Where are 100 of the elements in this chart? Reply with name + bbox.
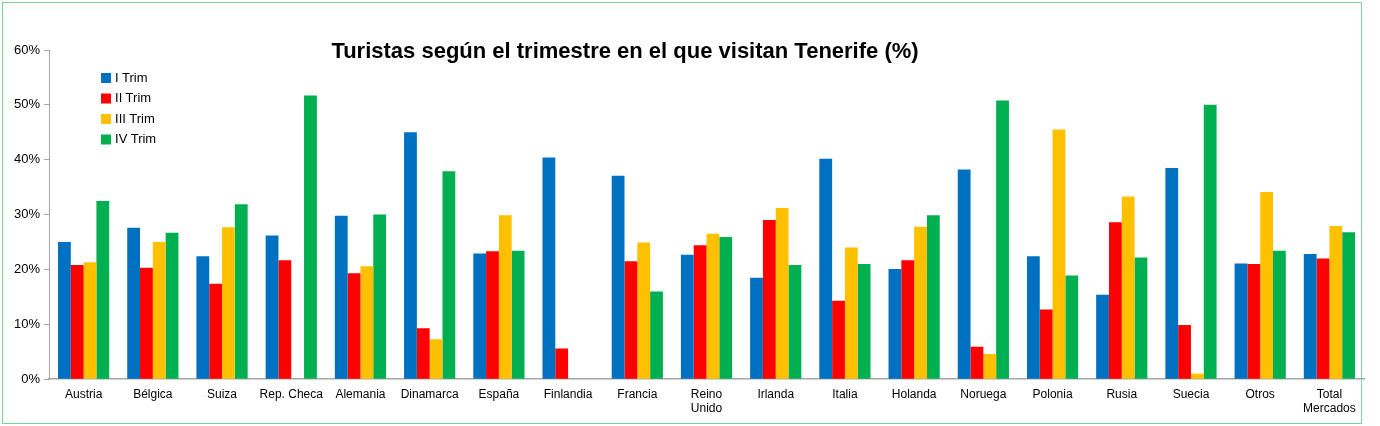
x-tick-label: Noruega [960, 386, 1007, 401]
x-tick-label: Otros [1245, 386, 1275, 401]
bar [1247, 263, 1261, 379]
y-tick-label: 50% [13, 96, 41, 112]
legend-label: III Trim [115, 110, 155, 126]
bar [970, 346, 984, 379]
x-tick-label: Finlandia [543, 386, 593, 401]
bar [1026, 256, 1040, 379]
bar [1272, 250, 1286, 379]
y-tick-label: 10% [13, 315, 41, 331]
bar [706, 233, 720, 379]
bar [1108, 222, 1122, 379]
x-tick-label: Dinamarca [400, 386, 459, 401]
bar [844, 247, 858, 379]
bar [83, 262, 97, 379]
bar [1234, 263, 1248, 379]
bar [624, 261, 638, 379]
bar [996, 100, 1009, 379]
y-tick-label: 40% [13, 151, 41, 167]
bar [1065, 275, 1079, 379]
bar [832, 300, 845, 379]
x-tick-label: Rep. Checa [259, 386, 324, 401]
x-tick-label: Irlanda [757, 386, 795, 401]
bar [127, 227, 141, 379]
bar [819, 158, 833, 379]
bar [555, 348, 569, 379]
bar [1329, 226, 1343, 379]
bar [265, 235, 279, 379]
x-tick-label: Holanda [891, 386, 937, 401]
x-tick-label: Austria [64, 386, 103, 401]
bar [1121, 196, 1135, 379]
bar [347, 273, 361, 379]
bar [542, 157, 556, 379]
x-tick-label: Reino Unido [690, 386, 723, 416]
x-tick-label: España [478, 386, 520, 401]
bar [1342, 232, 1355, 379]
bar [304, 95, 317, 379]
bar [1303, 254, 1317, 379]
x-tick-label: Suiza [207, 386, 238, 401]
bar [1096, 294, 1109, 379]
bar [58, 242, 71, 379]
bar [719, 237, 733, 379]
y-tick-label: 0% [21, 370, 41, 386]
bar [1316, 258, 1330, 379]
bar [511, 250, 525, 379]
bar [983, 353, 997, 379]
bar [680, 254, 694, 379]
bar [957, 169, 971, 379]
bar [1052, 129, 1066, 379]
bar [473, 253, 487, 379]
bar [278, 260, 292, 379]
legend-label: II Trim [115, 90, 152, 106]
bar [140, 267, 153, 379]
bar [888, 268, 902, 379]
legend-label: I Trim [115, 69, 148, 85]
bar [1203, 104, 1217, 379]
bar [498, 215, 512, 379]
bar [926, 215, 940, 379]
bar [486, 251, 499, 379]
bar [762, 220, 776, 379]
bar [857, 263, 871, 379]
chart-title: Turistas según el trimestre en el que visitan Tenerife (%) [331, 38, 919, 64]
bar [901, 260, 915, 379]
bar [209, 283, 223, 379]
y-tick-label: 20% [13, 261, 41, 277]
x-tick-label: Bélgica [133, 386, 173, 401]
bar [788, 265, 802, 379]
bar [914, 226, 927, 379]
bar [165, 232, 179, 379]
bar [637, 242, 651, 379]
bar [234, 204, 248, 379]
bar [222, 227, 235, 379]
bar [360, 266, 374, 379]
bar [750, 277, 763, 379]
bar [1260, 192, 1273, 379]
bar [1165, 167, 1179, 379]
bar [693, 245, 707, 379]
x-tick-label: Alemania [335, 386, 386, 401]
bar [1190, 373, 1204, 379]
bar [416, 328, 430, 379]
bar [611, 175, 625, 379]
x-tick-label: Rusia [1106, 386, 1138, 401]
bar [196, 256, 210, 379]
bar [442, 171, 456, 379]
x-tick-label: Francia [617, 386, 658, 401]
bar [334, 215, 348, 379]
x-tick-label: Polonia [1032, 386, 1073, 401]
x-tick-label: Suecia [1172, 386, 1210, 401]
bar [373, 214, 387, 379]
bar [1178, 324, 1191, 379]
bar [152, 242, 166, 379]
y-tick-label: 30% [13, 206, 41, 222]
x-tick-label: Italia [832, 386, 858, 401]
bar [1039, 309, 1053, 379]
y-tick-label: 60% [13, 41, 41, 57]
bar [775, 208, 789, 379]
bar [96, 200, 110, 379]
bar [429, 339, 443, 379]
bar [650, 291, 663, 379]
bar [1134, 257, 1148, 379]
